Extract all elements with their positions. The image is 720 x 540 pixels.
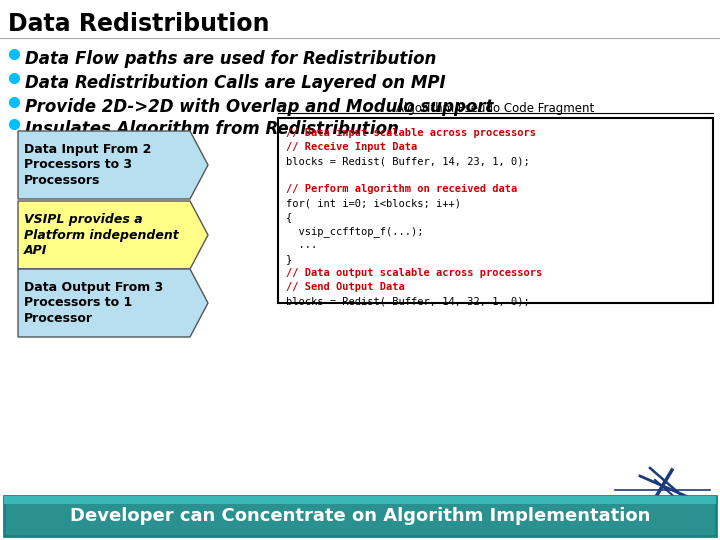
Text: Provide 2D->2D with Overlap and Modulo support: Provide 2D->2D with Overlap and Modulo s… xyxy=(25,98,493,116)
FancyBboxPatch shape xyxy=(4,496,716,536)
Text: Data Flow paths are used for Redistribution: Data Flow paths are used for Redistribut… xyxy=(25,50,436,68)
Text: // Receive Input Data: // Receive Input Data xyxy=(286,142,418,152)
Text: VSIPL provides a
Platform independent
API: VSIPL provides a Platform independent AP… xyxy=(24,213,179,256)
Polygon shape xyxy=(18,131,208,199)
Text: Data Output From 3
Processors to 1
Processor: Data Output From 3 Processors to 1 Proce… xyxy=(24,281,163,325)
Text: }: } xyxy=(286,254,292,264)
Text: // Perform algorithm on received data: // Perform algorithm on received data xyxy=(286,184,517,194)
FancyBboxPatch shape xyxy=(278,118,713,303)
Text: Developer can Concentrate on Algorithm Implementation: Developer can Concentrate on Algorithm I… xyxy=(70,507,650,525)
Text: Data Input From 2
Processors to 3
Processors: Data Input From 2 Processors to 3 Proces… xyxy=(24,144,151,186)
Text: Data Redistribution Calls are Layered on MPI: Data Redistribution Calls are Layered on… xyxy=(25,74,446,92)
Text: // Data input scalable across processors: // Data input scalable across processors xyxy=(286,128,536,138)
Polygon shape xyxy=(18,201,208,269)
Text: // Send Output Data: // Send Output Data xyxy=(286,282,405,292)
Polygon shape xyxy=(18,269,208,337)
Text: for( int i=0; i<blocks; i++): for( int i=0; i<blocks; i++) xyxy=(286,198,461,208)
Text: Algorithm Pseudo Code Fragment: Algorithm Pseudo Code Fragment xyxy=(397,102,595,115)
Text: // Data output scalable across processors: // Data output scalable across processor… xyxy=(286,268,542,278)
Text: blocks = Redist( Buffer, 14, 23, 1, 0);: blocks = Redist( Buffer, 14, 23, 1, 0); xyxy=(286,156,530,166)
Text: vsip_ccfftop_f(...);: vsip_ccfftop_f(...); xyxy=(286,226,423,237)
Text: ...: ... xyxy=(286,240,318,250)
Text: blocks = Redist( Buffer, 14, 32, 1, 0);: blocks = Redist( Buffer, 14, 32, 1, 0); xyxy=(286,296,530,306)
Text: Data Redistribution: Data Redistribution xyxy=(8,12,269,36)
Text: {: { xyxy=(286,212,292,222)
Text: Insulates Algorithm from Redistribution: Insulates Algorithm from Redistribution xyxy=(25,120,399,138)
FancyBboxPatch shape xyxy=(4,496,716,504)
